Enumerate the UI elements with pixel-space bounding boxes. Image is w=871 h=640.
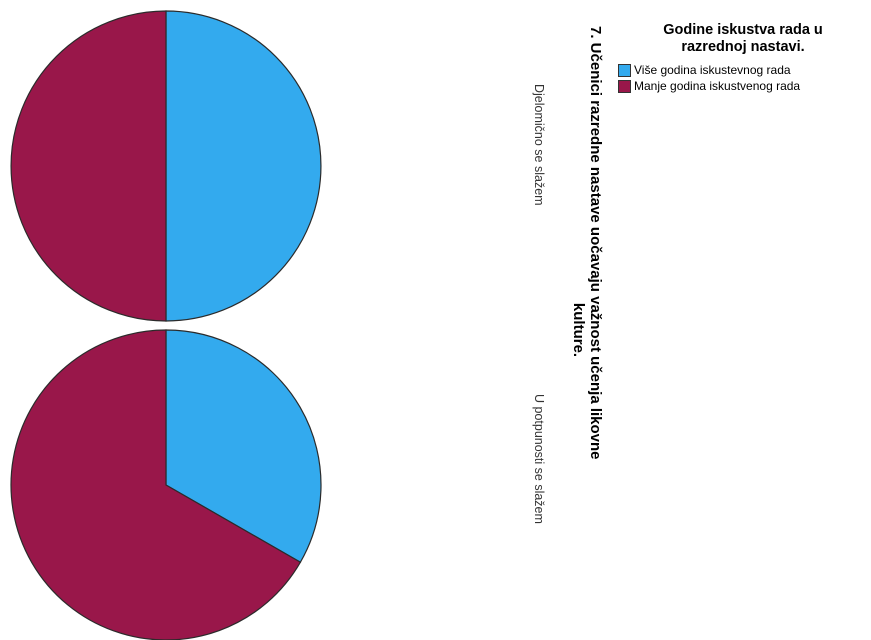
pie-panels (10, 10, 322, 640)
legend-item-vise-godina: Više godina iskustevnog rada (618, 62, 868, 78)
panel-label-0: Djelomično se slažem (532, 84, 546, 206)
legend-label-0: Više godina iskustevnog rada (634, 63, 791, 77)
legend-swatch-1 (618, 79, 631, 93)
legend-label-1: Manje godina iskustvenog rada (634, 79, 801, 93)
pie-0-slice-1 (10, 10, 167, 322)
panel-label-1: U potpunosti se slažem (532, 394, 546, 524)
axis-title-line-2: kulture. (570, 303, 587, 357)
legend-swatch-0 (618, 63, 631, 77)
legend-item-manje-godina: Manje godina iskustvenog rada (618, 78, 868, 94)
legend-title-line-2: razrednoj nastavi. (681, 39, 805, 55)
pie-1-slice-0 (165, 329, 322, 564)
axis-title-line-1: 7. Učenici razredne nastave uočavaju važ… (587, 26, 604, 460)
legend-title-line-1: Godine iskustva rada u (663, 22, 823, 38)
legend: Godine iskustva rada u razrednoj nastavi… (618, 22, 868, 94)
pie-0-slice-0 (165, 10, 322, 322)
legend-title: Godine iskustva rada u razrednoj nastavi… (618, 22, 868, 56)
pie-1-slice-1 (10, 329, 302, 640)
